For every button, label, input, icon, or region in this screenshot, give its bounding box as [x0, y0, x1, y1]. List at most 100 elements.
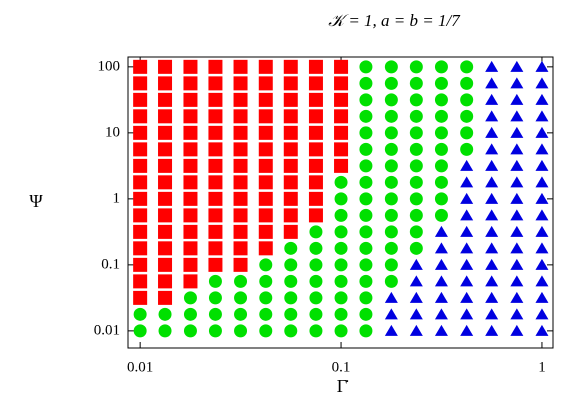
square-point	[133, 59, 148, 74]
triangle-point	[409, 258, 423, 270]
triangle-point	[485, 225, 499, 237]
square-point	[133, 290, 148, 305]
square-point	[208, 257, 223, 272]
square-point	[308, 191, 323, 206]
y-tick-label: 0.1	[101, 256, 120, 272]
square-point	[133, 191, 148, 206]
circle-point	[208, 291, 222, 305]
triangle-point	[485, 93, 499, 105]
x-tick-label: 1	[538, 359, 546, 375]
square-point	[133, 109, 148, 124]
square-point	[308, 109, 323, 124]
square-point	[258, 208, 273, 223]
square-point	[158, 257, 173, 272]
square-point	[283, 109, 298, 124]
triangle-point	[460, 275, 474, 287]
circle-point	[259, 291, 273, 305]
triangle-point	[510, 258, 524, 270]
triangle-point	[535, 209, 549, 221]
square-point	[183, 274, 198, 289]
triangle-point	[485, 110, 499, 122]
circle-point	[334, 208, 348, 222]
circle-point	[284, 274, 298, 288]
circle-point	[359, 225, 373, 239]
circle-point	[259, 258, 273, 272]
circle-point	[334, 307, 348, 321]
square-point	[233, 257, 248, 272]
square-point	[233, 191, 248, 206]
triangle-point	[409, 308, 423, 320]
circle-point	[183, 324, 197, 338]
triangle-point	[485, 324, 499, 336]
triangle-point	[434, 258, 448, 270]
square-point	[233, 175, 248, 190]
circle-point	[133, 324, 147, 338]
square-point	[208, 109, 223, 124]
square-point	[158, 92, 173, 107]
circle-point	[309, 324, 323, 338]
circle-point	[234, 274, 248, 288]
triangle-point	[460, 159, 474, 171]
triangle-point	[535, 176, 549, 188]
circle-point	[384, 76, 398, 90]
triangle-point	[510, 77, 524, 89]
triangle-point	[460, 324, 474, 336]
circle-point	[309, 274, 323, 288]
triangle-point	[485, 291, 499, 303]
triangle-point	[510, 275, 524, 287]
square-point	[133, 224, 148, 239]
circle-point	[284, 324, 298, 338]
square-point	[208, 224, 223, 239]
circle-point	[434, 142, 448, 156]
triangle-point	[485, 60, 499, 72]
circle-point	[183, 291, 197, 305]
triangle-point	[409, 324, 423, 336]
triangle-point	[485, 126, 499, 138]
square-point	[208, 191, 223, 206]
circle-point	[359, 274, 373, 288]
triangle-point	[485, 308, 499, 320]
circle-point	[208, 274, 222, 288]
square-point	[283, 224, 298, 239]
square-point	[233, 224, 248, 239]
triangle-point	[460, 242, 474, 254]
triangle-point	[510, 143, 524, 155]
triangle-point	[535, 143, 549, 155]
triangle-point	[434, 324, 448, 336]
triangle-point	[384, 308, 398, 320]
triangle-point	[510, 209, 524, 221]
square-point	[334, 158, 349, 173]
circle-point	[434, 76, 448, 90]
circle-point	[208, 324, 222, 338]
circle-point	[359, 175, 373, 189]
circle-point	[359, 324, 373, 338]
triangle-point	[409, 291, 423, 303]
square-point	[258, 241, 273, 256]
square-point	[258, 59, 273, 74]
square-point	[158, 208, 173, 223]
circle-point	[409, 241, 423, 255]
circle-point	[384, 225, 398, 239]
circle-point	[409, 142, 423, 156]
circle-point	[409, 126, 423, 140]
circle-point	[309, 307, 323, 321]
square-point	[308, 76, 323, 91]
square-point	[158, 125, 173, 140]
y-tick-label: 0.01	[94, 322, 120, 338]
triangle-point	[434, 242, 448, 254]
square-point	[308, 158, 323, 173]
triangle-point	[485, 77, 499, 89]
square-point	[183, 142, 198, 157]
circle-point	[359, 159, 373, 173]
circle-point	[158, 307, 172, 321]
square-point	[308, 59, 323, 74]
circle-point	[460, 60, 474, 74]
square-point	[283, 92, 298, 107]
y-tick-label: 10	[105, 124, 120, 140]
square-point	[233, 59, 248, 74]
square-point	[283, 208, 298, 223]
circle-point	[460, 109, 474, 123]
square-point	[158, 191, 173, 206]
circle-point	[384, 192, 398, 206]
square-point	[133, 92, 148, 107]
